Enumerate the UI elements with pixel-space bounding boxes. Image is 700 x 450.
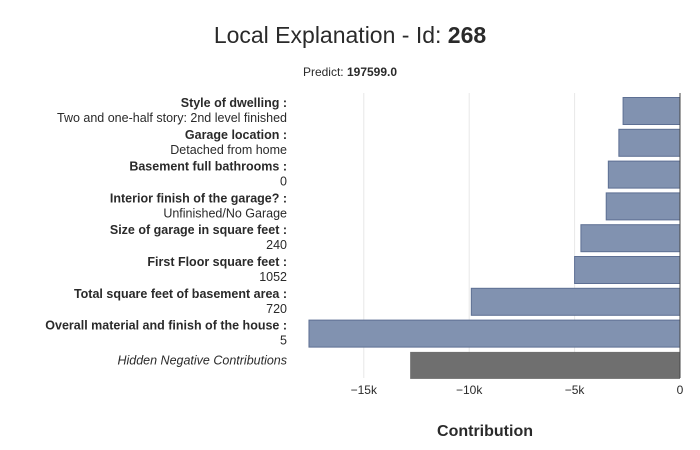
feature-value-3: Unfinished/No Garage [163,206,287,220]
bar-1 [618,128,681,157]
x-tick-label-0: −15k [351,383,378,397]
x-tick-label-3: 0 [677,383,684,397]
bar-0 [622,97,681,125]
title-prefix: Local Explanation - Id: [213,22,448,48]
x-tick-label-2: −5k [565,383,586,397]
chart-subtitle: Predict: 197599.0 [0,65,700,79]
feature-name-7: Overall material and finish of the house… [45,319,287,333]
feature-value-5: 1052 [259,270,287,284]
x-axis-label: Contribution [437,423,533,440]
feature-name-1: Garage location : [185,128,287,142]
feature-name-5: First Floor square feet : [147,255,287,269]
feature-name-2: Basement full bathrooms : [129,160,287,174]
feature-value-1: Detached from home [170,143,287,157]
feature-value-7: 5 [280,334,287,348]
feature-value-6: 720 [266,302,287,316]
feature-name-0: Style of dwelling : [181,96,287,110]
bar-4 [580,224,681,253]
feature-name-4: Size of garage in square feet : [110,223,287,237]
subtitle-value: 197599.0 [346,65,398,79]
bar-7 [308,319,681,348]
hidden-bar [410,351,680,379]
title-id: 268 [447,22,487,48]
bar-2 [607,160,681,189]
x-tick-label-1: −10k [456,383,483,397]
feature-name-6: Total square feet of basement area : [74,287,287,301]
feature-value-4: 240 [266,238,287,252]
chart-title: Local Explanation - Id: 268 [0,22,700,49]
subtitle-prefix: Predict: [302,65,347,79]
bar-6 [470,287,681,316]
feature-name-3: Interior finish of the garage? : [110,191,287,205]
feature-value-0: Two and one-half story: 2nd level finish… [57,111,287,125]
bar-3 [605,192,681,221]
feature-value-2: 0 [280,175,287,189]
hidden-label: Hidden Negative Contributions [117,353,287,367]
bar-5 [574,256,681,284]
